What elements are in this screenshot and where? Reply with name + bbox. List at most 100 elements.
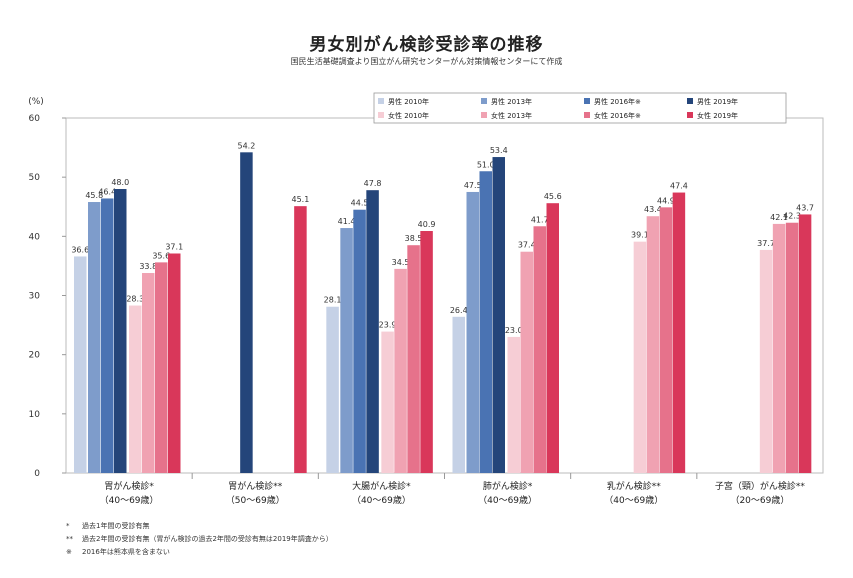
category-label: 胃がん検診* bbox=[104, 480, 154, 492]
data-label: 47.8 bbox=[364, 179, 382, 188]
category-age-label: （40～69歳） bbox=[100, 494, 159, 506]
bar bbox=[659, 207, 673, 473]
footnotes: * 過去1年間の受診有無 ** 過去2年間の受診有無（胃がん検診の過去2年間の受診有… bbox=[66, 520, 333, 559]
bar bbox=[520, 251, 533, 473]
data-label: 28.1 bbox=[324, 296, 342, 305]
data-label: 37.7 bbox=[757, 239, 775, 248]
bar bbox=[492, 157, 505, 474]
legend-label: 女性 2013年 bbox=[491, 111, 532, 120]
data-label: 48.0 bbox=[111, 178, 129, 187]
bar bbox=[155, 262, 168, 473]
data-label: 54.2 bbox=[238, 141, 256, 150]
category-label: 乳がん検診** bbox=[607, 480, 662, 492]
bar bbox=[168, 253, 181, 473]
data-label: 41.7 bbox=[531, 215, 549, 224]
category-age-label: （20～69歳） bbox=[730, 494, 789, 506]
y-tick-label: 10 bbox=[29, 410, 41, 420]
data-label: 46.4 bbox=[98, 187, 116, 196]
data-label: 37.1 bbox=[165, 242, 183, 251]
legend-swatch bbox=[378, 112, 384, 118]
data-label: 34.5 bbox=[392, 258, 410, 267]
bar bbox=[633, 241, 647, 473]
bar bbox=[340, 228, 353, 473]
data-label: 28.3 bbox=[126, 295, 144, 304]
bar bbox=[546, 203, 559, 473]
y-tick-label: 50 bbox=[29, 173, 41, 183]
data-label: 40.9 bbox=[418, 220, 436, 229]
bar bbox=[88, 202, 101, 473]
bar bbox=[466, 191, 479, 474]
legend-swatch bbox=[687, 112, 693, 118]
data-label: 36.6 bbox=[71, 245, 89, 254]
bar bbox=[114, 189, 127, 473]
bar bbox=[785, 222, 799, 473]
data-label: 39.1 bbox=[631, 231, 649, 240]
bar bbox=[394, 268, 407, 473]
legend-label: 女性 2010年 bbox=[388, 111, 429, 120]
data-label: 42.1 bbox=[770, 213, 788, 222]
data-label: 53.4 bbox=[490, 146, 508, 155]
data-label: 47.4 bbox=[670, 182, 688, 191]
y-tick-label: 40 bbox=[29, 232, 41, 242]
bar bbox=[353, 209, 366, 474]
y-tick-label: 0 bbox=[34, 469, 40, 479]
category-label: 胃がん検診** bbox=[228, 480, 283, 492]
data-label: 42.3 bbox=[783, 212, 801, 221]
footnote: ※ 2016年は熊本県を含まない bbox=[66, 548, 170, 556]
bar bbox=[142, 273, 155, 473]
data-label: 44.9 bbox=[657, 196, 675, 205]
data-label: 45.8 bbox=[85, 191, 103, 200]
y-tick-label: 60 bbox=[29, 114, 41, 124]
legend-label: 女性 2016年※ bbox=[594, 111, 641, 120]
data-label: 43.7 bbox=[796, 203, 814, 212]
legend-label: 男性 2010年 bbox=[388, 97, 429, 106]
category-label: 肺がん検診* bbox=[483, 480, 533, 492]
data-label: 44.5 bbox=[351, 199, 369, 208]
bar bbox=[672, 192, 686, 474]
category-age-label: （40～69歳） bbox=[352, 494, 411, 506]
footnote: ** 過去2年間の受診有無（胃がん検診の過去2年間の受診有無は2019年調査から） bbox=[66, 535, 333, 543]
bar bbox=[533, 226, 546, 473]
data-label: 35.6 bbox=[152, 251, 170, 260]
data-label: 38.5 bbox=[405, 234, 423, 243]
data-label: 41.4 bbox=[338, 217, 356, 226]
chart-title: 男女別がん検診受診率の推移 bbox=[309, 35, 544, 55]
category-label: 子宮（頸）がん検診** bbox=[715, 480, 806, 492]
category-age-label: （40～69歳） bbox=[478, 494, 537, 506]
legend-swatch bbox=[584, 98, 590, 104]
legend-box bbox=[373, 92, 787, 124]
legend-label: 男性 2016年※ bbox=[594, 97, 641, 106]
legend-label: 男性 2019年 bbox=[697, 97, 738, 106]
data-label: 23.0 bbox=[505, 326, 523, 335]
bar bbox=[294, 206, 307, 474]
chart-subtitle: 国民生活基礎調査より国立がん研究センターがん対策情報センターにて作成 bbox=[290, 57, 563, 66]
bar bbox=[772, 223, 786, 473]
data-label: 45.1 bbox=[292, 195, 310, 204]
bar bbox=[326, 306, 339, 473]
bar bbox=[129, 305, 142, 473]
category-age-label: （50～69歳） bbox=[226, 494, 285, 506]
bar bbox=[101, 198, 114, 473]
data-label: 43.4 bbox=[644, 205, 662, 214]
bar bbox=[479, 171, 492, 473]
y-tick-label: 20 bbox=[29, 351, 41, 361]
category-label: 大腸がん検診* bbox=[352, 480, 411, 492]
bar bbox=[366, 190, 379, 473]
data-label: 37.4 bbox=[518, 241, 536, 250]
data-label: 33.8 bbox=[139, 262, 157, 271]
bar bbox=[798, 214, 812, 474]
bar bbox=[420, 231, 433, 473]
legend-swatch bbox=[584, 112, 590, 118]
bar bbox=[407, 245, 420, 473]
data-label: 23.9 bbox=[379, 321, 397, 330]
data-label: 26.4 bbox=[450, 306, 468, 315]
bar bbox=[507, 336, 520, 473]
bar bbox=[240, 152, 253, 474]
footnote: * 過去1年間の受診有無 bbox=[66, 522, 150, 530]
legend-swatch bbox=[481, 112, 487, 118]
bar bbox=[381, 331, 394, 473]
data-label: 45.6 bbox=[544, 192, 562, 201]
legend-swatch bbox=[481, 98, 487, 104]
legend-swatch bbox=[378, 98, 384, 104]
